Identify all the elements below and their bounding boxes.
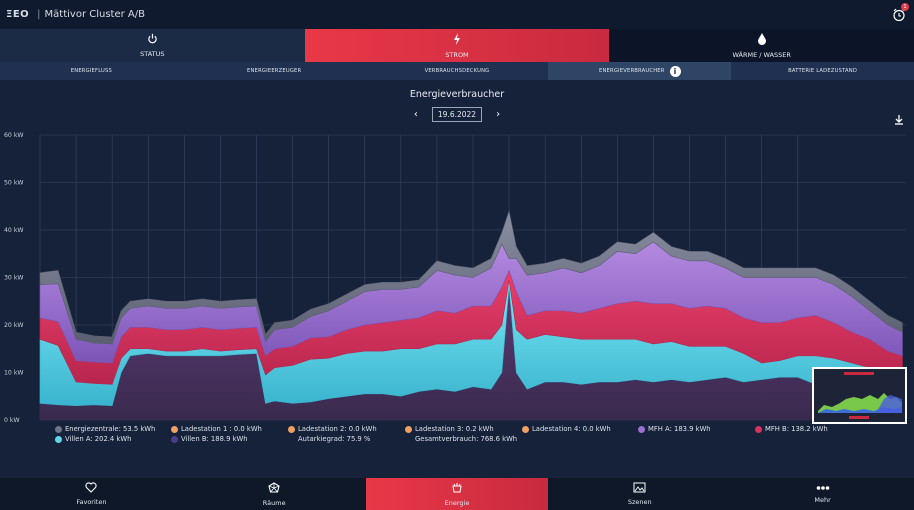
heart-icon [85, 482, 97, 495]
autarkie-label: Autarkiegrad: 75.9 % [298, 435, 371, 443]
legend-dot [522, 425, 529, 433]
y-tick-label: 50 kW [4, 180, 24, 187]
legend-dot [288, 425, 295, 433]
chevron-right-icon[interactable]: › [496, 109, 501, 120]
brand-separator: | [37, 9, 41, 20]
nav-label: Mehr [814, 495, 831, 504]
nav-raeume[interactable]: Räume [183, 478, 366, 510]
tab-strom-label: STROM [445, 50, 469, 59]
legend-mfh-b[interactable]: MFH B: 138.2 kWh [755, 425, 828, 433]
y-tick-label: 40 kW [4, 227, 24, 234]
tab-waerme-label: WÄRME / WASSER [732, 50, 791, 59]
legend-dot [55, 435, 62, 443]
legend-dot [405, 425, 412, 433]
rooms-icon [268, 481, 280, 496]
subtab-batterie-ladezustand[interactable]: BATTERIE LADEZUSTAND [731, 62, 914, 80]
y-tick-label: 60 kW [4, 132, 24, 139]
energy-icon [451, 482, 463, 496]
logo: ΞEO [6, 9, 30, 20]
tab-strom[interactable]: STROM [304, 29, 610, 62]
gesamt-label: Gesamtverbrauch: 768.6 kWh [415, 435, 518, 443]
legend-villen-b[interactable]: Villen B: 188.9 kWh [171, 435, 248, 443]
y-tick-label: 0 kW [4, 417, 20, 424]
lightning-icon [452, 32, 462, 47]
drop-icon [757, 32, 767, 47]
tab-status-label: STATUS [140, 50, 165, 58]
subtab-label: VERBRAUCHSDECKUNG [424, 68, 490, 74]
legend-ladestation3[interactable]: Ladestation 3: 0.2 kWh [405, 425, 494, 433]
legend-mfh-a[interactable]: MFH A: 183.9 kWh [638, 425, 711, 433]
nav-favoriten[interactable]: Favoriten [0, 478, 183, 510]
gesamtverbrauch: Gesamtverbrauch: 768.6 kWh [415, 435, 517, 443]
sub-tabs: ENERGIEFLUSS ENERGIEERZEUGER VERBRAUCHSD… [0, 62, 914, 80]
subtab-verbrauchsdeckung[interactable]: VERBRAUCHSDECKUNG [366, 62, 549, 80]
main-tabs: STATUS STROM WÄRME / WASSER [0, 29, 914, 62]
legend-label: Ladestation 1 : 0.0 kWh [181, 425, 262, 433]
subtab-label: ENERGIEERZEUGER [247, 68, 302, 74]
tab-waerme-wasser[interactable]: WÄRME / WASSER [609, 29, 914, 62]
y-tick-label: 30 kW [4, 275, 24, 282]
brand: ΞEO | Mättivor Cluster A/B [6, 9, 145, 20]
subtab-label: ENERGIEVERBRAUCHER [598, 68, 665, 74]
nav-mehr[interactable]: Mehr [731, 478, 914, 510]
legend-label: Villen B: 188.9 kWh [181, 435, 248, 443]
alarm-clock-icon[interactable]: 1 [892, 3, 909, 22]
nav-label: Räume [262, 498, 286, 507]
area-series-energiezentrale [39, 209, 903, 345]
legend-dot [638, 425, 645, 433]
chevron-left-icon[interactable]: ‹ [413, 109, 418, 120]
legend-ladestation4[interactable]: Ladestation 4: 0.0 kWh [522, 425, 611, 433]
legend-dot [55, 425, 62, 433]
nav-label: Szenen [627, 498, 652, 506]
chart-panel: Energieverbraucher ‹ 19.6.2022 › 0 kW 10 … [0, 80, 914, 478]
power-icon [147, 33, 158, 46]
subtab-label: BATTERIE LADEZUSTAND [788, 68, 858, 74]
notification-badge: 1 [901, 3, 909, 11]
subtab-energieverbraucher[interactable]: ENERGIEVERBRAUCHER i [548, 62, 732, 80]
legend-energiezentrale[interactable]: Energiezentrale: 53.5 kWh [55, 425, 155, 433]
legend-dot [171, 425, 178, 433]
legend-label: Ladestation 2: 0.0 kWh [298, 425, 377, 433]
app-title: Mättivor Cluster A/B [44, 9, 145, 20]
subtab-energiefluss[interactable]: ENERGIEFLUSS [0, 62, 183, 80]
legend-ladestation2[interactable]: Ladestation 2: 0.0 kWh [288, 425, 377, 433]
bottom-nav: Favoriten Räume Energie Szenen Mehr [0, 478, 914, 510]
chart-preview-thumbnail[interactable] [812, 367, 907, 424]
tab-status[interactable]: STATUS [0, 29, 305, 62]
legend-label: Energiezentrale: 53.5 kWh [65, 425, 156, 433]
date-field[interactable]: 19.6.2022 [431, 107, 483, 122]
nav-szenen[interactable]: Szenen [548, 478, 731, 510]
subtab-label: ENERGIEFLUSS [70, 68, 113, 74]
legend-ladestation1[interactable]: Ladestation 1 : 0.0 kWh [171, 425, 262, 433]
y-tick-label: 20 kW [4, 322, 24, 329]
legend-dot [755, 425, 762, 433]
nav-label: Favoriten [76, 498, 107, 506]
date-navigator: ‹ 19.6.2022 › [0, 107, 914, 122]
download-icon[interactable] [894, 110, 904, 125]
legend-label: MFH B: 138.2 kWh [765, 425, 828, 433]
y-tick-label: 10 kW [4, 370, 24, 377]
chart-legend: Energiezentrale: 53.5 kWh Villen A: 202.… [0, 423, 914, 451]
more-icon [816, 485, 830, 493]
legend-label: Villen A: 202.4 kWh [65, 435, 132, 443]
legend-label: MFH A: 183.9 kWh [648, 425, 711, 433]
nav-label: Energie [444, 498, 470, 507]
legend-label: Ladestation 3: 0.2 kWh [415, 425, 494, 433]
info-icon[interactable]: i [669, 65, 681, 77]
chart-title: Energieverbraucher [409, 89, 505, 100]
scenes-icon [633, 482, 646, 495]
nav-energie[interactable]: Energie [365, 478, 549, 510]
autarkiegrad: Autarkiegrad: 75.9 % [298, 435, 370, 443]
legend-label: Ladestation 4: 0.0 kWh [532, 425, 611, 433]
subtab-energieerzeuger[interactable]: ENERGIEERZEUGER [183, 62, 366, 80]
top-bar: ΞEO | Mättivor Cluster A/B 1 [0, 0, 914, 29]
legend-dot [171, 435, 178, 443]
legend-villen-a[interactable]: Villen A: 202.4 kWh [55, 435, 131, 443]
